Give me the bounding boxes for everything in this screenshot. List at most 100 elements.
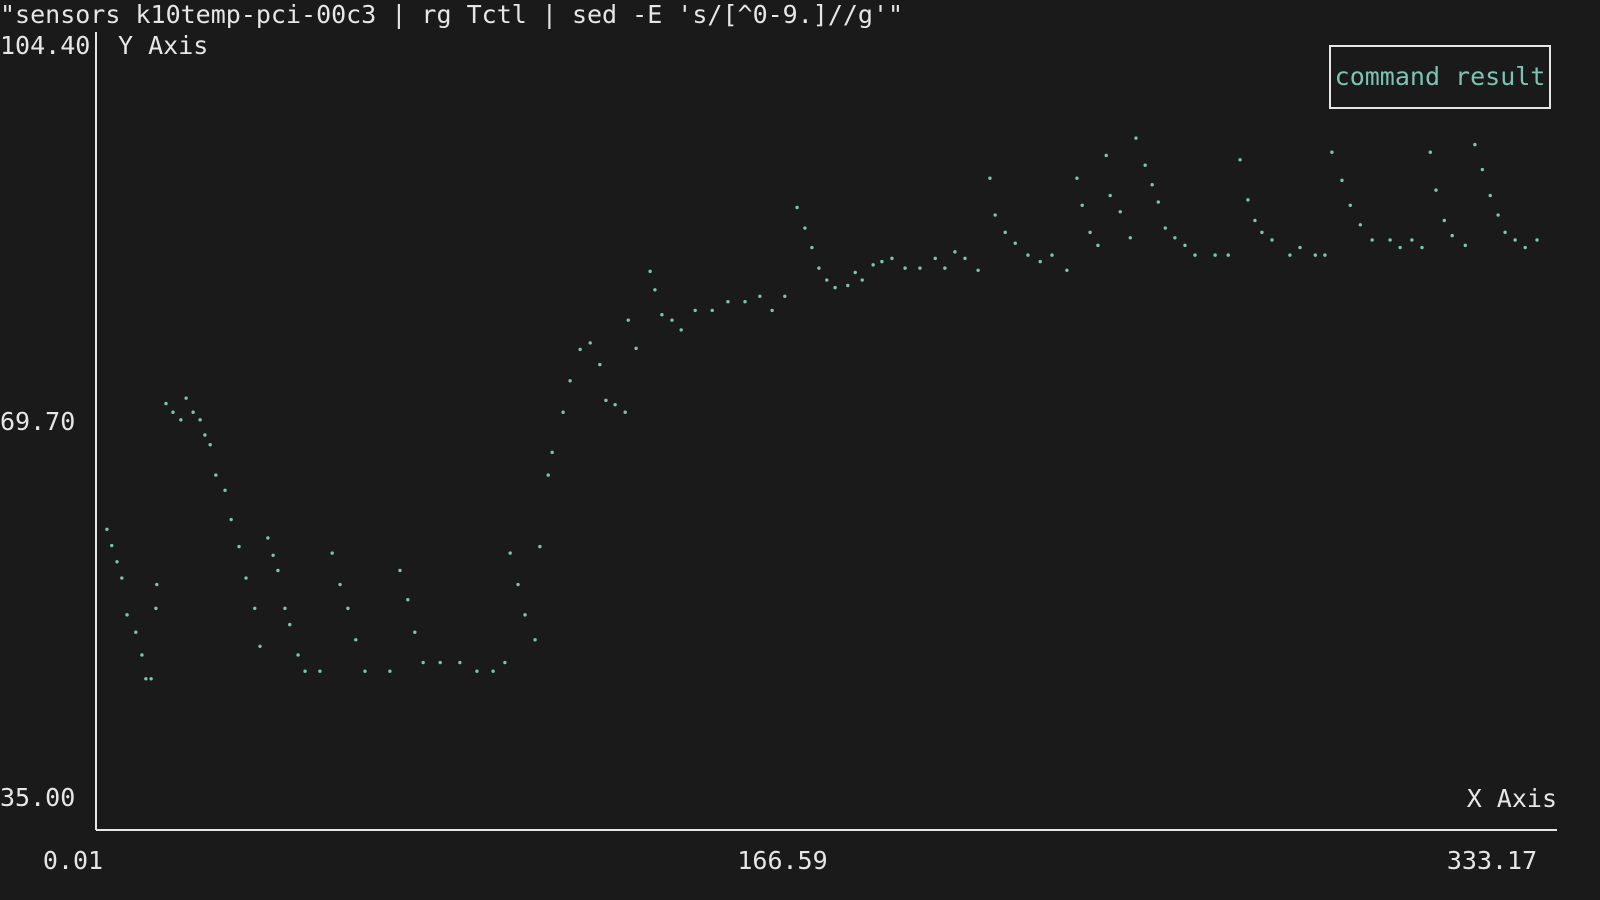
data-point — [653, 288, 657, 292]
legend-entry: command result — [1335, 62, 1546, 91]
data-point — [860, 278, 864, 282]
data-point — [604, 398, 608, 403]
data-point — [634, 346, 638, 351]
data-point — [1330, 150, 1334, 154]
data-point — [693, 308, 697, 313]
data-point — [171, 410, 175, 414]
data-point — [1118, 210, 1122, 214]
data-point — [1038, 259, 1042, 264]
command-title: "sensors k10temp-pci-00c3 | rg Tctl | se… — [0, 0, 903, 29]
data-point — [155, 582, 159, 587]
data-point — [825, 278, 829, 282]
data-point — [1288, 253, 1292, 257]
data-point — [1370, 238, 1374, 242]
data-point — [330, 551, 334, 555]
data-point — [1143, 163, 1147, 167]
data-point — [1513, 238, 1517, 242]
data-point — [237, 544, 241, 549]
data-point — [491, 669, 495, 673]
data-point — [1523, 245, 1527, 250]
legend-box — [1329, 45, 1551, 109]
data-point — [115, 560, 119, 564]
data-point — [508, 551, 512, 555]
data-point — [110, 543, 114, 548]
data-point — [1496, 213, 1500, 217]
data-point — [783, 294, 787, 299]
data-point — [1323, 253, 1327, 257]
data-point — [438, 660, 442, 665]
data-point — [1388, 238, 1392, 242]
data-point — [184, 396, 188, 400]
data-point — [1075, 176, 1079, 180]
data-point — [648, 269, 652, 274]
data-point — [533, 638, 537, 642]
data-point — [568, 379, 572, 383]
data-point — [963, 256, 967, 261]
data-point — [1434, 188, 1438, 192]
data-point — [933, 256, 937, 261]
data-point — [1193, 253, 1197, 257]
data-point — [598, 362, 602, 367]
data-point — [1134, 136, 1138, 140]
data-point — [1535, 238, 1539, 242]
data-point — [988, 176, 992, 180]
data-point — [134, 630, 138, 634]
data-point — [1450, 233, 1454, 238]
x-tick-label: 333.17 — [1447, 846, 1537, 875]
data-point — [229, 517, 233, 522]
data-point — [670, 318, 674, 322]
data-point — [338, 582, 342, 587]
data-point — [1156, 200, 1160, 204]
data-point — [1348, 203, 1352, 207]
data-point — [388, 669, 392, 673]
data-point — [208, 443, 212, 447]
data-point — [266, 536, 270, 540]
data-point — [144, 677, 148, 681]
data-point — [288, 622, 292, 627]
data-point — [475, 669, 479, 673]
y-tick-label: 104.40 — [0, 31, 90, 60]
data-point — [296, 653, 300, 657]
data-point — [1260, 230, 1264, 235]
data-point — [105, 527, 109, 531]
y-tick-label: 35.00 — [0, 783, 75, 812]
data-point — [406, 598, 410, 602]
data-point — [1050, 253, 1054, 257]
data-point — [421, 660, 425, 665]
data-point — [943, 266, 947, 270]
data-point — [679, 328, 683, 332]
data-point — [710, 308, 714, 313]
x-tick-label: 166.59 — [737, 846, 827, 875]
data-point — [1253, 218, 1257, 223]
data-point — [626, 318, 630, 322]
data-point — [413, 630, 417, 634]
data-point — [149, 677, 153, 681]
data-point — [523, 613, 527, 617]
data-point — [953, 250, 957, 254]
data-point — [1488, 193, 1492, 198]
data-point — [795, 205, 799, 210]
data-point — [203, 433, 207, 437]
data-point — [578, 347, 582, 352]
data-point — [1150, 182, 1154, 187]
data-point — [303, 669, 307, 673]
data-point — [198, 418, 202, 422]
data-point — [1163, 226, 1167, 230]
data-point — [1104, 153, 1108, 158]
data-point — [623, 410, 627, 414]
data-point — [613, 402, 617, 407]
data-point — [561, 410, 565, 414]
data-point — [283, 606, 287, 611]
data-point — [1065, 268, 1069, 272]
data-point — [1183, 243, 1187, 248]
data-point — [318, 669, 322, 673]
data-point — [660, 313, 664, 317]
data-point — [853, 270, 857, 275]
data-point — [918, 266, 922, 270]
data-point — [1088, 230, 1092, 235]
data-point — [1108, 193, 1112, 198]
data-point — [1173, 236, 1177, 240]
data-point — [1238, 158, 1242, 162]
data-point — [1398, 245, 1402, 250]
